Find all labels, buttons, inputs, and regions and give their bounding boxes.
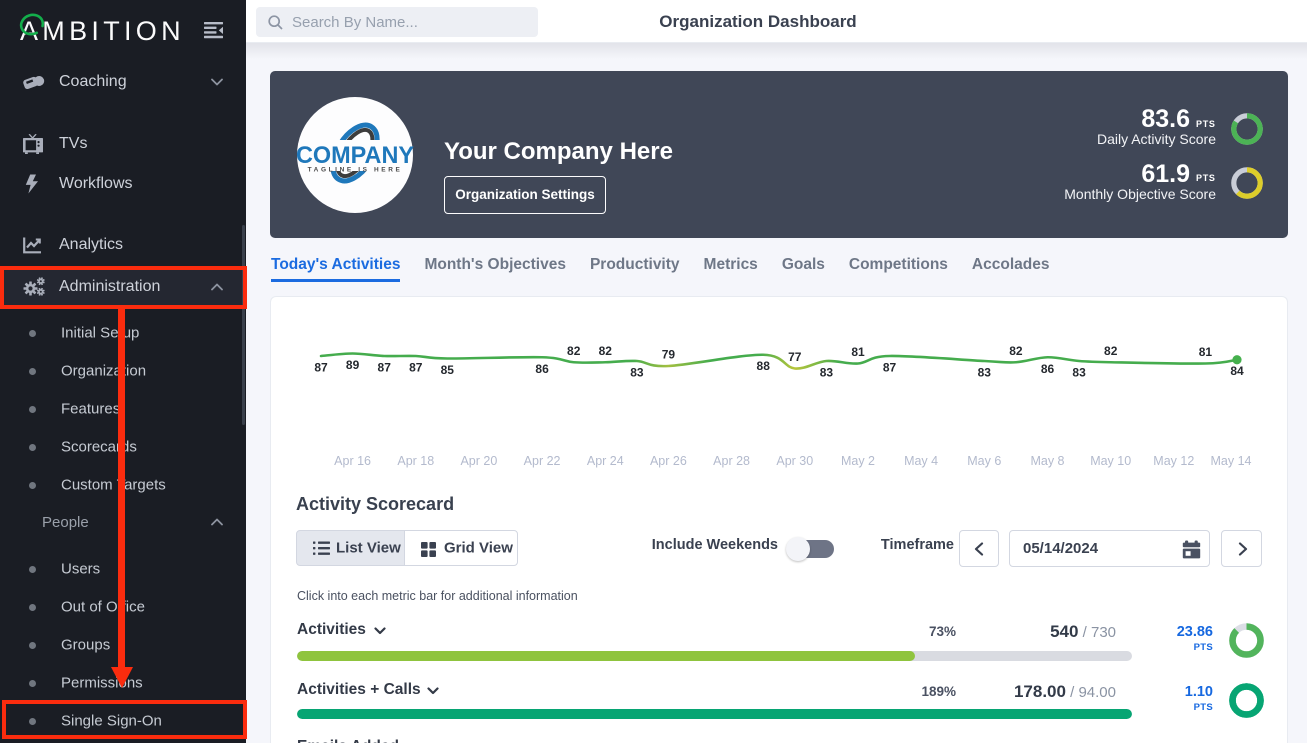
svg-text:COMPANY: COMPANY [296, 142, 414, 169]
svg-text:87: 87 [378, 361, 392, 375]
svg-text:84: 84 [1230, 364, 1244, 378]
svg-text:86: 86 [535, 362, 549, 376]
svg-text:82: 82 [1009, 344, 1023, 358]
svg-text:88: 88 [757, 359, 771, 373]
svg-text:Apr 30: Apr 30 [776, 454, 813, 468]
svg-text:Apr 20: Apr 20 [460, 454, 497, 468]
svg-text:79: 79 [662, 348, 676, 362]
svg-text:87: 87 [314, 361, 328, 375]
svg-text:May 12: May 12 [1153, 454, 1194, 468]
svg-text:77: 77 [788, 350, 802, 364]
svg-text:May 4: May 4 [904, 454, 938, 468]
svg-text:82: 82 [567, 344, 581, 358]
svg-text:May 2: May 2 [841, 454, 875, 468]
svg-text:May 10: May 10 [1090, 454, 1131, 468]
svg-text:83: 83 [978, 366, 992, 380]
svg-text:May 6: May 6 [967, 454, 1001, 468]
svg-text:83: 83 [820, 366, 834, 380]
svg-text:81: 81 [851, 345, 865, 359]
svg-text:86: 86 [1041, 362, 1055, 376]
svg-text:83: 83 [630, 366, 644, 380]
svg-text:81: 81 [1199, 345, 1213, 359]
svg-text:TAGLINE IS HERE: TAGLINE IS HERE [308, 167, 403, 174]
svg-text:87: 87 [883, 361, 897, 375]
svg-text:Apr 18: Apr 18 [397, 454, 434, 468]
svg-text:82: 82 [599, 344, 613, 358]
svg-text:Apr 26: Apr 26 [650, 454, 687, 468]
svg-text:82: 82 [1104, 344, 1118, 358]
svg-text:Apr 28: Apr 28 [713, 454, 750, 468]
svg-text:83: 83 [1072, 366, 1086, 380]
svg-text:Apr 24: Apr 24 [587, 454, 624, 468]
svg-text:Apr 22: Apr 22 [524, 454, 561, 468]
svg-text:Apr 16: Apr 16 [334, 454, 371, 468]
svg-text:May 8: May 8 [1030, 454, 1064, 468]
svg-text:87: 87 [409, 361, 423, 375]
svg-text:85: 85 [441, 363, 455, 377]
svg-text:May 14: May 14 [1211, 454, 1252, 468]
svg-text:89: 89 [346, 358, 360, 372]
